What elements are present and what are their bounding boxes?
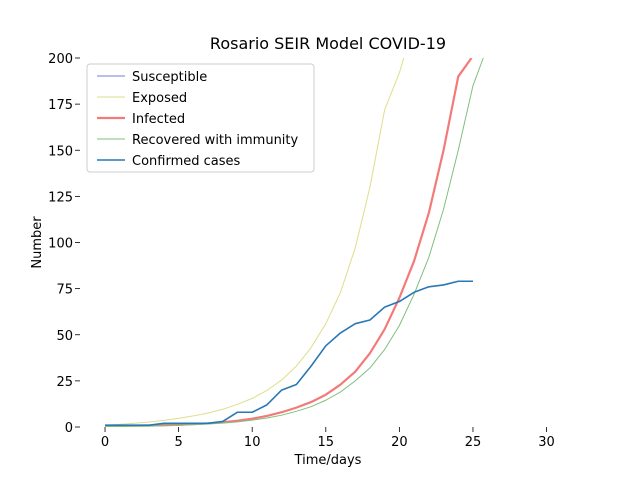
series-line-4 bbox=[105, 280, 473, 426]
axes: 0 5 10 15 20 25 30 0 25 50 75 100 125 150 175 200 bbox=[48, 52, 555, 450]
legend: Susceptible Exposed Infected Recovered with… bbox=[86, 63, 315, 173]
y-axis-label: Number bbox=[30, 216, 45, 269]
y-tick-label: 200 bbox=[48, 52, 73, 67]
series-lines bbox=[104, 58, 484, 427]
series-line-3 bbox=[105, 58, 484, 427]
legend-label: Infected bbox=[132, 112, 185, 127]
x-axis-label: Time/days bbox=[294, 453, 362, 468]
x-tick-label: 15 bbox=[318, 435, 335, 450]
y-tick-label: 50 bbox=[56, 329, 73, 344]
x-tick-label: 0 bbox=[101, 435, 109, 450]
series-line-2 bbox=[105, 58, 473, 427]
legend-label: Confirmed cases bbox=[132, 154, 241, 169]
y-tick-label: 100 bbox=[48, 237, 73, 252]
legend-box bbox=[86, 63, 315, 173]
legend-label: Recovered with immunity bbox=[132, 133, 299, 148]
chart-title: Rosario SEIR Model COVID-19 bbox=[210, 34, 446, 53]
y-tick-label: 0 bbox=[65, 421, 73, 436]
x-tick-label: 20 bbox=[391, 435, 408, 450]
y-tick-label: 25 bbox=[56, 375, 73, 390]
legend-label: Exposed bbox=[132, 91, 187, 106]
y-tick-label: 125 bbox=[48, 190, 73, 205]
x-tick-label: 10 bbox=[244, 435, 261, 450]
legend-label: Susceptible bbox=[132, 70, 207, 85]
y-tick-label: 75 bbox=[56, 283, 73, 298]
y-tick-label: 175 bbox=[48, 98, 73, 113]
x-tick-label: 30 bbox=[538, 435, 555, 450]
x-tick-label: 5 bbox=[174, 435, 182, 450]
y-tick-label: 150 bbox=[48, 144, 73, 159]
series-line-1 bbox=[104, 58, 405, 426]
x-tick-label: 25 bbox=[465, 435, 482, 450]
